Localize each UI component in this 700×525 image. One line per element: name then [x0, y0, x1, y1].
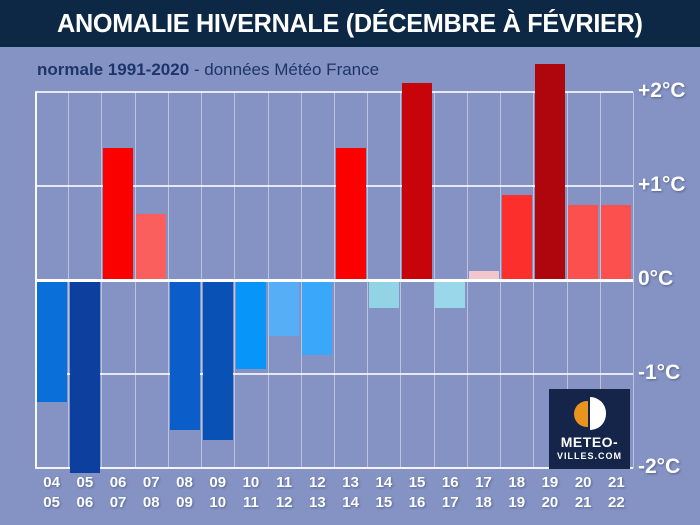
bar-20-21 [568, 204, 599, 280]
logo-text-villes: VILLES.COM [556, 451, 622, 461]
bar-13-14 [335, 148, 366, 280]
h-gridline [35, 467, 633, 469]
bar-14-15 [368, 280, 399, 309]
bar-12-13 [302, 280, 333, 356]
bar-16-17 [435, 280, 466, 309]
bar-18-19 [501, 195, 532, 280]
x-tick-label: 09 10 [209, 474, 227, 511]
h-gridline [35, 91, 633, 93]
bar-17-18 [468, 270, 499, 280]
bar-08-09 [169, 280, 200, 431]
subtitle-data-source: - données Météo France [189, 60, 380, 79]
x-tick-label: 05 06 [76, 474, 94, 511]
subtitle-normal-period: normale 1991-2020 [37, 60, 190, 79]
logo-white-half [589, 397, 606, 430]
bar-07-08 [136, 214, 167, 280]
x-tick-label: 12 13 [309, 474, 326, 511]
h-gridline [35, 279, 633, 282]
bar-21-22 [601, 204, 632, 280]
bar-10-11 [235, 280, 266, 370]
y-tick-label: 0°C [638, 267, 674, 290]
x-tick-label: 19 20 [541, 474, 559, 511]
y-tick-label: +1°C [638, 173, 686, 196]
logo-text-meteo: METEO- [560, 434, 619, 450]
x-tick-label: 18 19 [508, 474, 526, 511]
y-tick-label: -1°C [638, 361, 681, 384]
y-tick-label: -2°C [638, 455, 681, 478]
bar-09-10 [202, 280, 233, 440]
x-tick-label: 04 05 [43, 474, 60, 511]
x-tick-label: 15 16 [408, 474, 426, 511]
sun-moon-circle-icon [573, 397, 606, 430]
x-tick-label: 07 08 [142, 474, 160, 511]
bar-15-16 [402, 82, 433, 280]
x-tick-label: 20 21 [574, 474, 592, 511]
x-tick-label: 14 15 [375, 474, 393, 511]
page-title: ANOMALIE HIVERNALE (DÉCEMBRE À FÉVRIER) [57, 8, 643, 38]
h-gridline [35, 185, 633, 187]
meteo-villes-logo: METEO- VILLES.COM [549, 389, 630, 469]
x-tick-label: 08 09 [176, 474, 193, 511]
bar-06-07 [103, 148, 134, 280]
x-tick-label: 13 14 [342, 474, 359, 511]
logo-orange-half [573, 400, 588, 427]
bar-19-20 [534, 63, 565, 280]
x-tick-label: 10 11 [242, 474, 260, 511]
subtitle: normale 1991-2020 - données Météo France [37, 60, 379, 80]
bar-05-06 [69, 280, 100, 473]
x-tick-label: 17 18 [475, 474, 492, 511]
v-gridline [633, 92, 634, 468]
bar-11-12 [269, 280, 300, 337]
h-gridline [35, 373, 633, 375]
x-tick-label: 21 22 [608, 474, 625, 511]
x-tick-label: 11 12 [275, 474, 293, 511]
title-bar: ANOMALIE HIVERNALE (DÉCEMBRE À FÉVRIER) [0, 0, 700, 47]
x-tick-label: 06 07 [109, 474, 127, 511]
y-tick-label: +2°C [638, 79, 686, 102]
x-tick-label: 16 17 [441, 474, 459, 511]
bar-04-05 [36, 280, 67, 403]
